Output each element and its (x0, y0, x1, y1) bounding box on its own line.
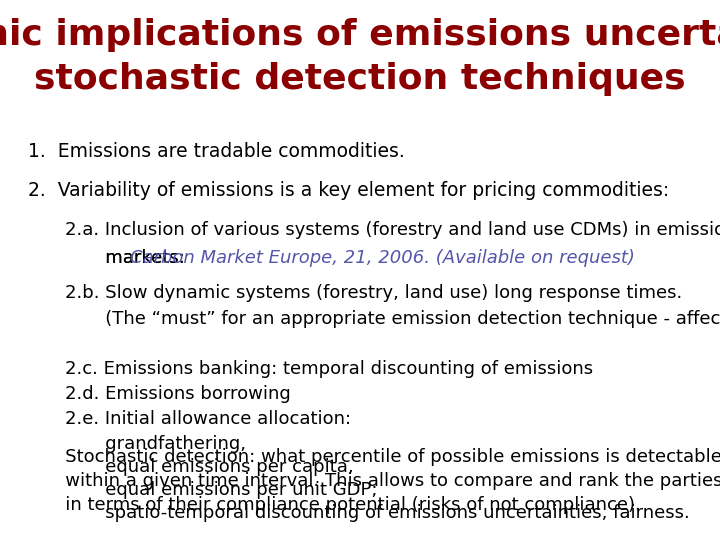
Text: grandfathering,: grandfathering, (65, 435, 246, 453)
Text: stochastic detection techniques: stochastic detection techniques (34, 62, 686, 96)
Text: Economic implications of emissions uncertainties:: Economic implications of emissions uncer… (0, 18, 720, 52)
Text: equal emissions per unit GDP;: equal emissions per unit GDP; (65, 481, 377, 499)
Text: 2.b. Slow dynamic systems (forestry, land use) long response times.: 2.b. Slow dynamic systems (forestry, lan… (65, 284, 683, 302)
Text: markets:: markets: (65, 249, 191, 267)
Text: (The “must” for an appropriate emission detection technique - affects prices.): (The “must” for an appropriate emission … (65, 310, 720, 328)
Text: Carbon Market Europe, 21, 2006. (Available on request): Carbon Market Europe, 21, 2006. (Availab… (130, 249, 635, 267)
Text: within a given time interval. This allows to compare and rank the parties: within a given time interval. This allow… (48, 472, 720, 490)
Text: 2.a. Inclusion of various systems (forestry and land use CDMs) in emission tradi: 2.a. Inclusion of various systems (fores… (65, 221, 720, 239)
Text: spatio-temporal discounting of emissions uncertainties, fairness.: spatio-temporal discounting of emissions… (65, 504, 690, 522)
Text: 2.e. Initial allowance allocation:: 2.e. Initial allowance allocation: (65, 410, 351, 428)
Text: markets:: markets: (65, 249, 191, 267)
Text: in terms of their compliance potential (risks of not compliance).: in terms of their compliance potential (… (48, 496, 641, 514)
Text: Stochastic detection: what percentile of possible emissions is detectable: Stochastic detection: what percentile of… (48, 448, 720, 466)
Text: 2.c. Emissions banking: temporal discounting of emissions: 2.c. Emissions banking: temporal discoun… (65, 360, 593, 378)
Text: 2.  Variability of emissions is a key element for pricing commodities:: 2. Variability of emissions is a key ele… (28, 181, 670, 200)
Text: 1.  Emissions are tradable commodities.: 1. Emissions are tradable commodities. (28, 142, 405, 161)
Text: 2.d. Emissions borrowing: 2.d. Emissions borrowing (65, 385, 291, 403)
Text: equal emissions per capita,: equal emissions per capita, (65, 458, 354, 476)
